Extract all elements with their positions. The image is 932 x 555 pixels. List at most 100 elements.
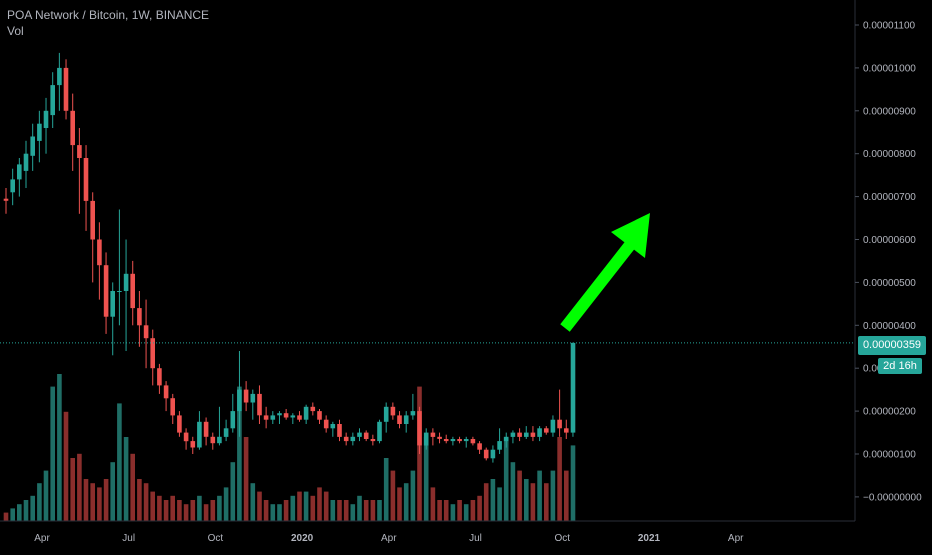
candle[interactable] xyxy=(297,411,302,422)
candle[interactable] xyxy=(203,417,209,446)
candle[interactable] xyxy=(317,409,322,424)
candle[interactable] xyxy=(363,430,369,442)
candle[interactable] xyxy=(510,430,516,444)
candle[interactable] xyxy=(217,406,222,446)
candle[interactable] xyxy=(283,409,289,420)
candle[interactable] xyxy=(390,402,396,420)
candle[interactable] xyxy=(517,428,522,442)
candle[interactable] xyxy=(463,436,469,448)
candle[interactable] xyxy=(197,411,202,450)
candle[interactable] xyxy=(17,158,22,197)
candle[interactable] xyxy=(570,342,576,437)
volume-bar xyxy=(170,495,175,521)
candle[interactable] xyxy=(10,168,15,206)
candle[interactable] xyxy=(370,434,376,446)
candle[interactable] xyxy=(557,389,562,437)
candle[interactable] xyxy=(303,404,309,424)
candle[interactable] xyxy=(157,363,162,394)
candle[interactable] xyxy=(23,140,29,188)
candle[interactable] xyxy=(177,411,182,437)
candle[interactable] xyxy=(437,432,442,444)
candle[interactable] xyxy=(37,110,42,163)
candle[interactable] xyxy=(423,428,429,450)
volume-bar xyxy=(457,500,462,521)
candle[interactable] xyxy=(150,329,155,386)
candle[interactable] xyxy=(30,123,35,171)
candle[interactable] xyxy=(190,436,196,454)
candle[interactable] xyxy=(97,222,102,300)
candle[interactable] xyxy=(443,434,449,444)
candle[interactable] xyxy=(123,239,129,352)
volume-bar xyxy=(463,504,469,521)
candle[interactable] xyxy=(223,419,229,442)
candle[interactable] xyxy=(237,351,242,437)
candle[interactable] xyxy=(3,188,9,214)
candle[interactable] xyxy=(110,282,115,356)
candle[interactable] xyxy=(357,428,362,442)
candle[interactable] xyxy=(183,428,189,450)
candle-body xyxy=(177,415,182,433)
candle[interactable] xyxy=(270,411,276,424)
candle[interactable] xyxy=(290,413,296,424)
candle[interactable] xyxy=(310,402,316,416)
candle[interactable] xyxy=(70,93,75,171)
candle[interactable] xyxy=(163,381,169,412)
candle[interactable] xyxy=(323,415,329,433)
volume-legend[interactable]: Vol xyxy=(7,24,24,38)
candle[interactable] xyxy=(130,260,135,326)
candle[interactable] xyxy=(343,432,349,446)
candle[interactable] xyxy=(537,426,542,442)
candle[interactable] xyxy=(564,419,569,439)
candle[interactable] xyxy=(410,393,416,420)
candle[interactable] xyxy=(43,97,49,154)
candle[interactable] xyxy=(137,291,142,347)
candle[interactable] xyxy=(497,428,502,454)
up-right-arrow-icon[interactable] xyxy=(560,213,650,332)
candle[interactable] xyxy=(230,393,236,433)
volume-bar xyxy=(90,483,95,521)
candle[interactable] xyxy=(450,436,456,446)
candle[interactable] xyxy=(143,299,149,369)
candle[interactable] xyxy=(257,385,262,424)
candle[interactable] xyxy=(77,128,82,214)
volume-bar xyxy=(50,386,55,521)
candle[interactable] xyxy=(63,59,69,120)
candle[interactable] xyxy=(90,192,95,283)
candle[interactable] xyxy=(330,421,336,437)
candle[interactable] xyxy=(430,428,436,446)
candle[interactable] xyxy=(350,432,356,446)
candle[interactable] xyxy=(470,436,476,446)
candle[interactable] xyxy=(503,432,509,448)
candle[interactable] xyxy=(544,426,549,435)
symbol-title[interactable]: POA Network / Bitcoin, 1W, BINANCE xyxy=(7,8,210,22)
candle[interactable] xyxy=(57,52,62,111)
candle-body xyxy=(237,389,242,412)
candle[interactable] xyxy=(170,393,175,424)
candle[interactable] xyxy=(277,411,282,424)
candle[interactable] xyxy=(103,252,109,334)
candle[interactable] xyxy=(337,419,342,442)
candle[interactable] xyxy=(243,381,249,412)
candle[interactable] xyxy=(377,419,382,444)
candle[interactable] xyxy=(490,445,496,463)
candle[interactable] xyxy=(250,389,256,420)
candle[interactable] xyxy=(477,441,482,454)
candle[interactable] xyxy=(50,72,55,128)
candle[interactable] xyxy=(263,406,269,429)
candle[interactable] xyxy=(530,426,536,442)
candle[interactable] xyxy=(483,447,489,461)
candle[interactable] xyxy=(403,411,409,433)
candle[interactable] xyxy=(457,436,462,444)
candle-body xyxy=(457,439,462,442)
candle[interactable] xyxy=(117,209,122,326)
candle[interactable] xyxy=(397,411,402,429)
candle[interactable] xyxy=(83,145,89,231)
candle[interactable] xyxy=(210,432,216,450)
candle[interactable] xyxy=(550,415,556,437)
price-axis[interactable] xyxy=(855,0,932,550)
candle[interactable] xyxy=(383,402,389,433)
candle[interactable] xyxy=(417,406,422,454)
candle[interactable] xyxy=(524,426,529,439)
